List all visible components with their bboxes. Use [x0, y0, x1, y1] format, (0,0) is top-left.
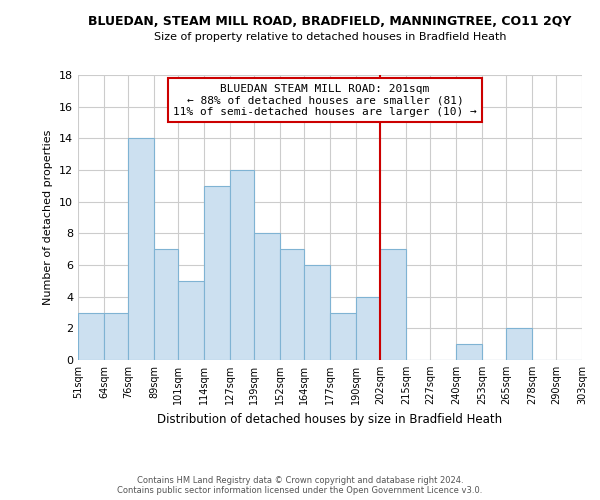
- Bar: [154, 249, 178, 360]
- Bar: [104, 312, 128, 360]
- Text: Size of property relative to detached houses in Bradfield Heath: Size of property relative to detached ho…: [154, 32, 506, 42]
- Bar: [280, 249, 304, 360]
- Bar: [456, 344, 482, 360]
- Text: BLUEDAN, STEAM MILL ROAD, BRADFIELD, MANNINGTREE, CO11 2QY: BLUEDAN, STEAM MILL ROAD, BRADFIELD, MAN…: [88, 15, 572, 28]
- Bar: [254, 234, 280, 360]
- X-axis label: Distribution of detached houses by size in Bradfield Heath: Distribution of detached houses by size …: [157, 412, 503, 426]
- Text: BLUEDAN STEAM MILL ROAD: 201sqm
← 88% of detached houses are smaller (81)
11% of: BLUEDAN STEAM MILL ROAD: 201sqm ← 88% of…: [173, 84, 477, 116]
- Bar: [356, 296, 380, 360]
- Bar: [506, 328, 532, 360]
- Bar: [128, 138, 154, 360]
- Y-axis label: Number of detached properties: Number of detached properties: [43, 130, 53, 305]
- Bar: [380, 249, 406, 360]
- Bar: [78, 312, 104, 360]
- Bar: [330, 312, 356, 360]
- Text: Contains HM Land Registry data © Crown copyright and database right 2024.
Contai: Contains HM Land Registry data © Crown c…: [118, 476, 482, 495]
- Bar: [178, 281, 204, 360]
- Bar: [204, 186, 230, 360]
- Bar: [230, 170, 254, 360]
- Bar: [304, 265, 330, 360]
